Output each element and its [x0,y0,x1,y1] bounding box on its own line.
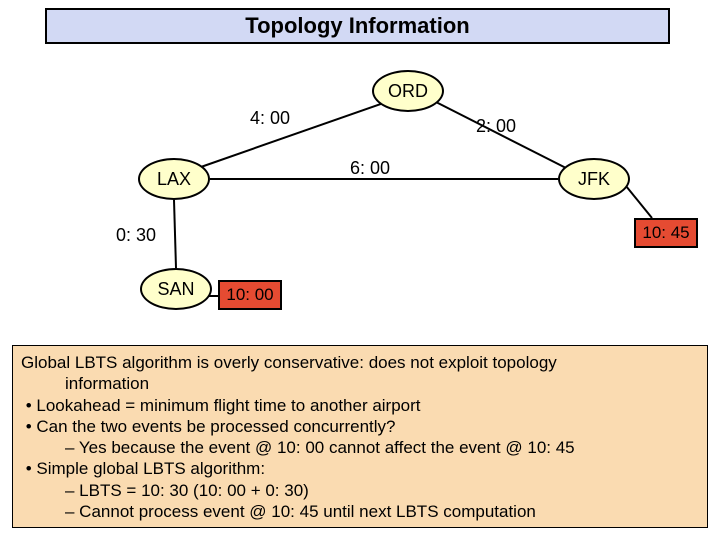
text-line-6: – LBTS = 10: 30 (10: 00 + 0: 30) [21,480,701,501]
edge-label-ORD-LAX: 4: 00 [250,108,290,129]
node-LAX: LAX [138,158,210,200]
edge-label-LAX-JFK: 6: 00 [350,158,390,179]
text-line-4: – Yes because the event @ 10: 00 cannot … [21,437,701,458]
edge-label-ORD-JFK: 2: 00 [476,116,516,137]
text-line-7: – Cannot process event @ 10: 45 until ne… [21,501,701,522]
node-JFK: JFK [558,158,630,200]
event-connector-1 [626,186,652,218]
text-line-3: • Can the two events be processed concur… [21,416,701,437]
node-label: JFK [578,169,610,190]
event-label: 10: 45 [642,223,689,243]
node-label: SAN [157,279,194,300]
event-label: 10: 00 [226,285,273,305]
text-line-2: • Lookahead = minimum flight time to ano… [21,395,701,416]
explanation-block: Global LBTS algorithm is overly conserva… [12,345,708,528]
text-line-0: Global LBTS algorithm is overly conserva… [21,352,701,373]
edge-LAX-SAN [174,200,176,268]
node-label: ORD [388,81,428,102]
node-SAN: SAN [140,268,212,310]
topology-diagram: 4: 00 2: 00 6: 00 0: 30 ORD LAX JFK SAN 10: 00 10… [0,0,720,345]
edge-label-LAX-SAN: 0: 30 [116,225,156,246]
text-line-5: • Simple global LBTS algorithm: [21,458,701,479]
node-label: LAX [157,169,191,190]
event-box-0: 10: 00 [218,280,282,310]
node-ORD: ORD [372,70,444,112]
text-line-1: information [21,373,701,394]
event-box-1: 10: 45 [634,218,698,248]
